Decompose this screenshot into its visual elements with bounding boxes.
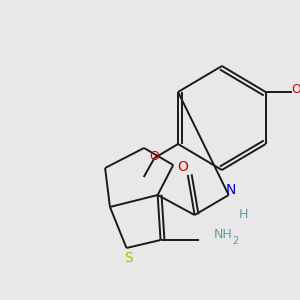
Text: N: N	[225, 183, 236, 197]
Text: S: S	[124, 251, 133, 265]
Text: 2: 2	[232, 236, 239, 246]
Text: O: O	[178, 160, 188, 174]
Text: O: O	[291, 83, 300, 97]
Text: O: O	[149, 149, 159, 163]
Text: NH: NH	[214, 229, 233, 242]
Text: H: H	[238, 208, 248, 221]
